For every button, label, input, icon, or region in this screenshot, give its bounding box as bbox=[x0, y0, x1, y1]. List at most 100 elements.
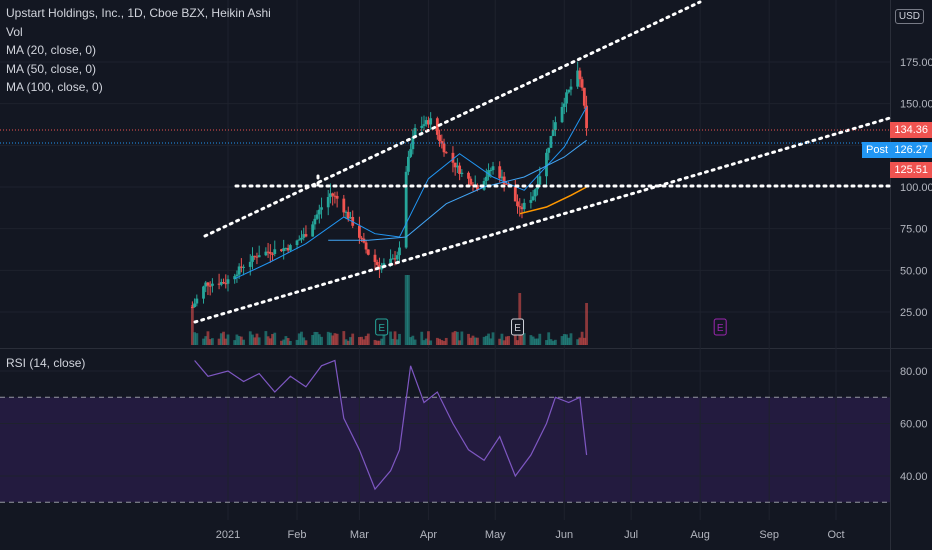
candle-body bbox=[378, 264, 381, 270]
candle-body bbox=[553, 122, 557, 131]
earnings-marker-label[interactable]: E bbox=[378, 323, 385, 334]
rsi-band-fill bbox=[0, 397, 890, 503]
candle-body bbox=[253, 255, 257, 257]
candle-body bbox=[346, 211, 350, 219]
volume-bar bbox=[440, 340, 444, 345]
price-axis-border bbox=[890, 0, 891, 550]
y-tick-label: 150.00 bbox=[900, 99, 932, 111]
candle-body bbox=[242, 266, 245, 268]
volume-bar bbox=[204, 336, 208, 345]
volume-bar bbox=[435, 337, 439, 345]
chart-title[interactable]: Upstart Holdings, Inc., 1D, Cboe BZX, He… bbox=[6, 6, 271, 20]
volume-bar bbox=[520, 334, 524, 345]
volume-bar bbox=[420, 331, 424, 345]
candle-body bbox=[382, 263, 386, 266]
candle-body bbox=[500, 176, 504, 179]
volume-bar bbox=[311, 334, 315, 345]
volume-bar bbox=[282, 339, 286, 345]
volume-bar bbox=[237, 336, 241, 345]
volume-bar bbox=[502, 340, 506, 345]
volume-bar bbox=[522, 333, 526, 345]
volume-bar bbox=[271, 334, 274, 345]
x-tick-label: Feb bbox=[288, 529, 307, 541]
volume-bar bbox=[235, 334, 239, 345]
indicator-ma20[interactable]: MA (20, close, 0) bbox=[6, 43, 97, 57]
candle-body bbox=[193, 303, 196, 308]
indicator-ma50[interactable]: MA (50, close, 0) bbox=[6, 61, 97, 76]
volume-bar bbox=[273, 332, 277, 345]
volume-bar bbox=[248, 331, 252, 345]
candle-body bbox=[239, 266, 243, 268]
indicator-ma100[interactable]: MA (100, close, 0) bbox=[6, 80, 103, 94]
volume-bar bbox=[257, 337, 261, 345]
candle-body bbox=[282, 248, 286, 252]
candle-body bbox=[266, 251, 270, 253]
volume-bar bbox=[389, 331, 392, 345]
earnings-marker-label[interactable]: E bbox=[514, 323, 521, 334]
volume-bar bbox=[395, 339, 399, 345]
volume-bar bbox=[533, 338, 537, 345]
candle-body bbox=[498, 166, 502, 179]
candle-body bbox=[219, 282, 223, 285]
candle-body bbox=[409, 149, 413, 157]
volume-bar bbox=[208, 339, 212, 345]
candle-body bbox=[248, 261, 252, 267]
earnings-marker[interactable] bbox=[375, 318, 389, 336]
currency-badge[interactable]: USD bbox=[894, 9, 924, 24]
candle-body bbox=[331, 193, 335, 196]
rsi-legend[interactable]: RSI (14, close) bbox=[6, 356, 86, 370]
x-tick-label: Apr bbox=[420, 529, 437, 541]
candle-body bbox=[226, 279, 230, 284]
earnings-marker[interactable] bbox=[511, 318, 525, 336]
candle-body bbox=[513, 185, 517, 202]
earnings-marker-label[interactable]: E bbox=[717, 323, 724, 334]
volume-bar bbox=[427, 331, 430, 345]
volume-bar bbox=[513, 333, 517, 345]
candle-body bbox=[393, 258, 397, 260]
candle-body bbox=[315, 214, 319, 219]
candle-body bbox=[531, 196, 535, 201]
candle-body bbox=[585, 105, 588, 129]
candle-body bbox=[520, 207, 524, 210]
candle-body bbox=[429, 118, 433, 125]
candle-body bbox=[342, 198, 346, 213]
indicator-vol[interactable]: Vol bbox=[6, 24, 23, 39]
volume-bar bbox=[424, 338, 428, 345]
volume-bar bbox=[484, 335, 488, 345]
volume-bar bbox=[351, 333, 355, 345]
volume-bar bbox=[580, 331, 584, 345]
volume-bar bbox=[190, 305, 194, 345]
candle-body bbox=[427, 120, 430, 125]
candle-body bbox=[280, 249, 283, 252]
rsi-tick-label: 80.00 bbox=[900, 366, 928, 378]
candle-body bbox=[204, 282, 208, 287]
candle-body bbox=[257, 255, 261, 258]
rsi-line bbox=[194, 359, 588, 491]
volume-bar bbox=[206, 331, 210, 345]
candle-body bbox=[411, 136, 415, 150]
candle-body bbox=[224, 283, 228, 285]
volume-bar bbox=[331, 335, 335, 345]
candle-body bbox=[398, 247, 401, 256]
candle-body bbox=[562, 103, 566, 107]
ma20-line bbox=[234, 106, 588, 280]
volume-bar bbox=[373, 339, 377, 345]
volume-bar bbox=[255, 333, 259, 345]
volume-bar bbox=[382, 334, 386, 345]
volume-bar bbox=[344, 339, 348, 345]
volume-bar bbox=[211, 338, 214, 345]
candle-body bbox=[233, 276, 237, 280]
ma100-line bbox=[519, 186, 587, 215]
volume-bar bbox=[429, 340, 433, 345]
volume-bar bbox=[333, 333, 337, 345]
earnings-marker[interactable] bbox=[713, 318, 727, 336]
candle-body bbox=[467, 172, 470, 179]
candle-body bbox=[375, 261, 379, 265]
candle-body bbox=[217, 283, 221, 285]
x-tick-label: May bbox=[485, 529, 506, 541]
candle-body bbox=[489, 170, 493, 172]
volume-bar bbox=[409, 337, 413, 345]
volume-bar bbox=[460, 331, 464, 345]
volume-bar bbox=[549, 339, 553, 345]
